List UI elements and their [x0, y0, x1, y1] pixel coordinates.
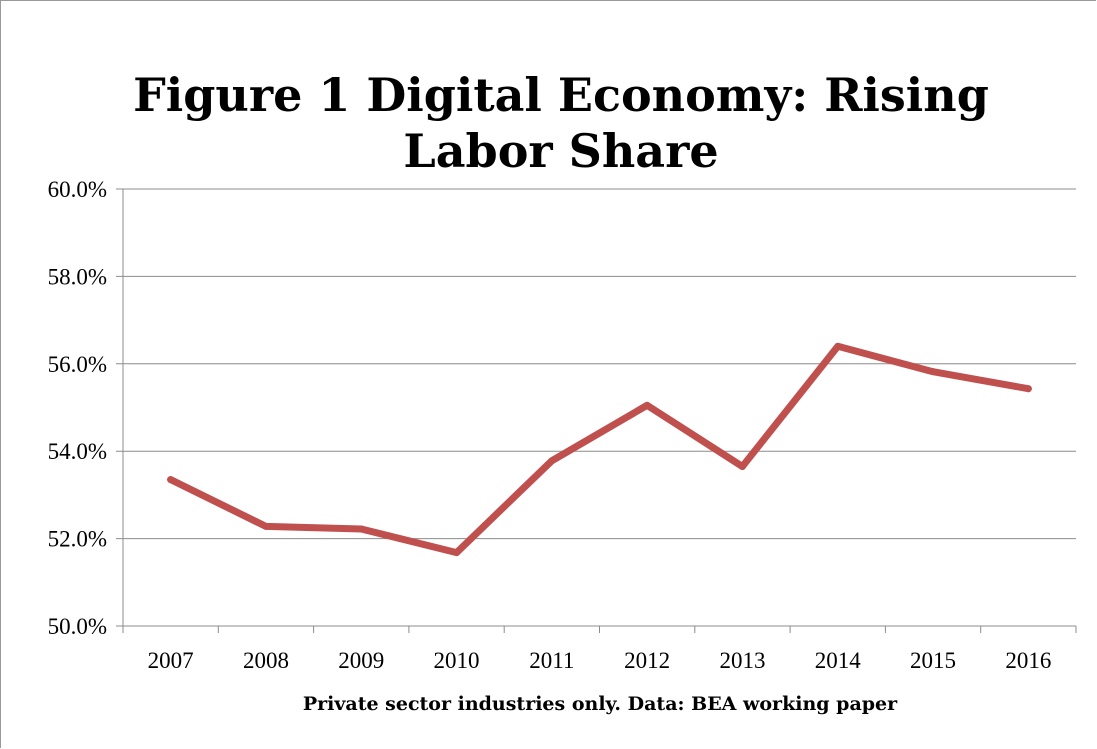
data-point: [1024, 385, 1032, 393]
axes: [122, 189, 1077, 633]
x-tick-labels: 2007 2008 2009 2010 2011 2012 2013 2014 2015 2016: [148, 648, 1052, 673]
x-tick-label: 2011: [529, 648, 574, 673]
y-tick-label: 56.0%: [48, 352, 107, 377]
x-tick-label: 2008: [243, 648, 289, 673]
x-tick-label: 2010: [434, 648, 480, 673]
x-tick-label: 2007: [148, 648, 194, 673]
chart-title: Figure 1 Digital Economy: Rising Labor S…: [133, 68, 989, 178]
y-tick-label: 60.0%: [48, 177, 107, 202]
data-point: [357, 525, 365, 533]
x-tick-label: 2016: [1005, 648, 1051, 673]
data-point: [643, 401, 651, 409]
series-line: [167, 342, 1032, 557]
x-axis-label: Private sector industries only. Data: BE…: [303, 693, 898, 715]
data-point: [167, 476, 175, 484]
x-tick-label: 2015: [910, 648, 956, 673]
data-point: [738, 462, 746, 470]
y-tick-labels: 50.0% 52.0% 54.0% 56.0% 58.0% 60.0%: [48, 177, 107, 639]
series: [167, 342, 1032, 557]
x-tick-label: 2012: [624, 648, 670, 673]
x-tick-label: 2009: [338, 648, 384, 673]
data-point: [453, 549, 461, 557]
data-point: [834, 342, 842, 350]
y-tick-label: 52.0%: [48, 527, 107, 552]
x-tick-label: 2013: [719, 648, 765, 673]
y-tick-label: 58.0%: [48, 264, 107, 289]
data-point: [262, 522, 270, 530]
y-tick-label: 50.0%: [48, 614, 107, 639]
data-point: [929, 368, 937, 376]
data-point: [548, 457, 556, 465]
x-tick-label: 2014: [815, 648, 862, 673]
y-tick-label: 54.0%: [48, 439, 107, 464]
gridlines: [116, 188, 1076, 627]
